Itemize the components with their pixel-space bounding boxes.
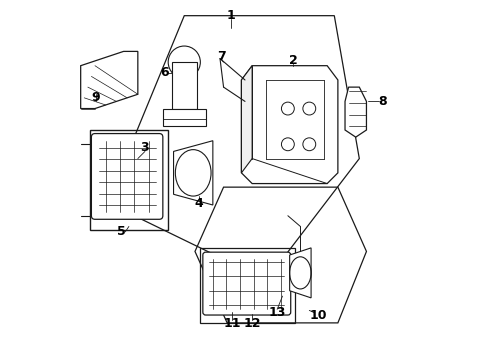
Text: 2: 2 — [289, 54, 297, 67]
Polygon shape — [242, 66, 338, 184]
Text: 1: 1 — [226, 9, 235, 22]
Circle shape — [168, 46, 200, 78]
Polygon shape — [163, 109, 206, 126]
Text: 8: 8 — [378, 95, 387, 108]
Text: 13: 13 — [269, 306, 286, 319]
FancyBboxPatch shape — [203, 252, 291, 315]
Polygon shape — [172, 62, 197, 109]
Polygon shape — [345, 87, 367, 137]
Polygon shape — [81, 51, 138, 109]
Text: 9: 9 — [92, 91, 100, 104]
Text: 10: 10 — [310, 309, 327, 322]
Text: 3: 3 — [141, 141, 149, 154]
Polygon shape — [173, 141, 213, 205]
FancyBboxPatch shape — [92, 134, 163, 219]
Text: 5: 5 — [118, 225, 126, 238]
Text: 6: 6 — [160, 66, 169, 79]
Text: 11: 11 — [224, 317, 241, 330]
Polygon shape — [242, 66, 252, 173]
Text: 4: 4 — [194, 197, 203, 210]
Text: 12: 12 — [244, 317, 261, 330]
Text: 7: 7 — [218, 50, 226, 63]
Polygon shape — [290, 248, 311, 298]
